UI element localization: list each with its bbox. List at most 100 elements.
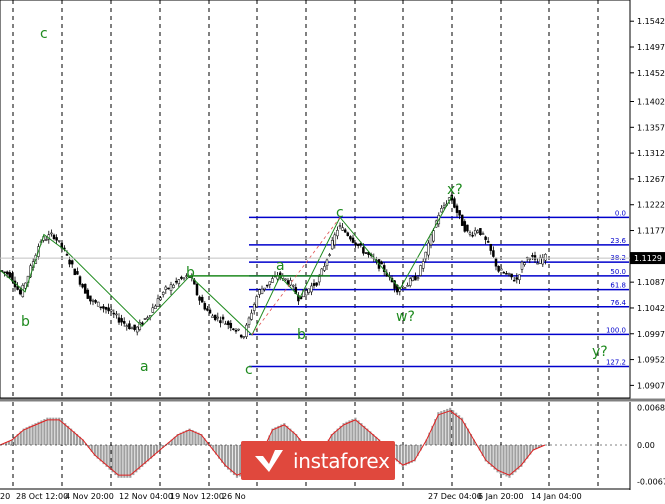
candle-body (203, 303, 207, 310)
candle-body (70, 260, 74, 265)
x-tick-label: 26 No (222, 492, 246, 501)
candle-body (102, 306, 105, 309)
y-tick-label: 1.1267 (637, 175, 665, 184)
candle-body (252, 304, 256, 311)
y-tick-label: 1.1312 (637, 149, 665, 158)
candle-body (143, 318, 147, 320)
candle-body (421, 261, 425, 269)
candle-body (320, 268, 324, 276)
candle-body (479, 228, 482, 235)
candle-body (356, 243, 360, 246)
x-tick-label: 12 Nov 04:00 (119, 492, 173, 501)
candle-body (219, 320, 222, 324)
candle-body (232, 328, 235, 330)
candle-body (263, 287, 266, 290)
candle-body (154, 305, 157, 310)
candle-body (213, 314, 217, 321)
signal-line (0, 410, 546, 476)
candle-body (83, 283, 87, 294)
candle-body (180, 276, 183, 279)
candle-body (50, 232, 53, 235)
candle-body (531, 255, 534, 257)
candle-body (411, 276, 415, 281)
candle-body (515, 277, 519, 280)
candle-body (502, 272, 506, 274)
y-tick-label: 1.1402 (637, 97, 665, 106)
candle-body (229, 322, 233, 329)
logo-text: instaforex (293, 448, 390, 473)
candle-body (18, 289, 22, 295)
candle-body (94, 300, 97, 303)
candle-body (494, 257, 498, 267)
candle-body (169, 284, 173, 291)
wave-label: y? (592, 344, 608, 360)
candle-body (354, 242, 357, 246)
osc-tick-label: 0.00 (637, 441, 655, 450)
candle-body (416, 277, 420, 279)
candle-body (135, 326, 139, 333)
candle-body (468, 232, 472, 235)
candle-body (419, 265, 422, 276)
candle-body (510, 273, 513, 278)
candle-body (112, 312, 116, 315)
candle-body (497, 265, 500, 272)
candle-body (76, 271, 79, 275)
candle-body (523, 262, 526, 265)
candle-body (471, 234, 474, 237)
y-tick-label: 1.1042 (637, 304, 665, 313)
time-axis: 20 28 Oct 12:004 Nov 20:00 12 Nov 04:0019 … (0, 492, 582, 501)
candle-body (200, 296, 204, 303)
instaforex-logo: instaforex (241, 441, 395, 480)
fib-label: 127.2 (606, 358, 626, 366)
wave-markup (0, 195, 453, 336)
candle-body (528, 258, 532, 260)
candle-body (57, 240, 61, 242)
logo-icon (255, 449, 283, 472)
candle-body (393, 280, 396, 289)
candle-body (81, 284, 84, 288)
candle-body (156, 298, 160, 307)
candle-body (109, 309, 113, 312)
candle-body (507, 272, 511, 275)
candle-body (333, 234, 337, 246)
candle-body (460, 214, 464, 226)
candle-body (226, 321, 230, 326)
candle-body (242, 336, 246, 338)
osc-tick-label: -0.0067 (637, 478, 665, 487)
y-tick-label: 1.1087 (637, 278, 665, 287)
current-price-label: 1.1129 (634, 254, 662, 263)
candle-body (65, 254, 69, 256)
candle-body (533, 255, 537, 260)
candle-body (130, 327, 134, 330)
candle-body (239, 334, 243, 338)
price-series (0, 191, 547, 340)
candle-body (237, 328, 240, 331)
candle-body (73, 268, 77, 276)
x-tick-label: 20 (0, 492, 10, 501)
candle-body (466, 224, 469, 232)
candle-body (518, 274, 521, 281)
fib-label: 23.6 (610, 237, 626, 245)
wave-label: b (186, 265, 195, 281)
candle-body (489, 243, 493, 251)
candle-body (258, 289, 261, 295)
candle-body (414, 276, 417, 281)
candle-body (16, 286, 19, 290)
candle-body (99, 306, 103, 309)
candle-body (520, 261, 524, 270)
candle-body (307, 288, 311, 293)
candle-body (198, 296, 201, 301)
wave-label: a (276, 258, 285, 274)
candle-body (338, 225, 342, 227)
fib-label: 50.0 (610, 268, 626, 276)
candle-body (406, 285, 409, 287)
candle-body (8, 272, 12, 278)
candle-body (68, 259, 71, 265)
candle-body (172, 284, 175, 288)
candle-body (481, 233, 485, 235)
candle-body (271, 278, 274, 283)
candle-body (78, 276, 82, 285)
candle-body (367, 252, 370, 255)
candle-body (403, 287, 407, 289)
candle-body (310, 285, 313, 293)
